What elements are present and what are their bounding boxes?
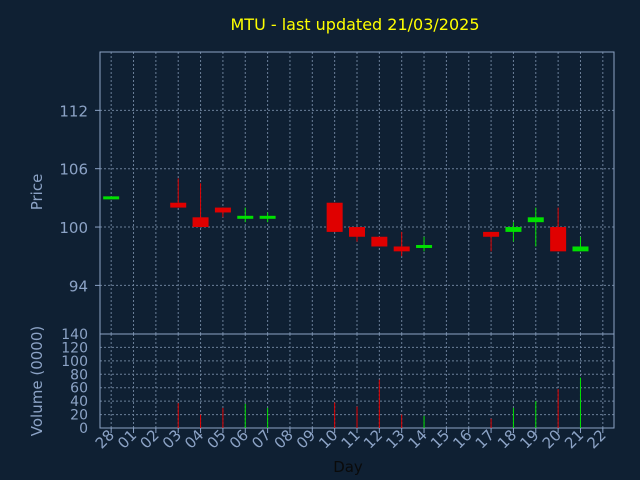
candle-body: [349, 227, 365, 237]
volume-tick-label: 20: [70, 408, 88, 424]
candle-body: [214, 207, 231, 213]
candle-body: [550, 227, 567, 252]
candle-body: [259, 215, 276, 219]
day-tick-labels: 2801020304050607080910111213141516171819…: [92, 426, 610, 452]
volume-bars: [177, 377, 581, 428]
x-axis-label: Day: [333, 458, 363, 476]
volume-tick-label: 0: [79, 421, 88, 437]
price-tick-label: 94: [69, 277, 88, 295]
price-axis-label: Price: [28, 174, 46, 211]
grid-lines: [95, 52, 614, 433]
candle-body: [483, 231, 500, 237]
volume-tick-label: 120: [61, 340, 88, 356]
price-tick-label: 106: [59, 161, 88, 179]
price-tick-label: 112: [59, 102, 88, 120]
candle-body: [326, 202, 343, 232]
candle-body: [572, 246, 589, 252]
chart-title: MTU - last updated 21/03/2025: [230, 15, 479, 34]
candlesticks: [103, 178, 589, 257]
volume-tick-label: 40: [70, 394, 88, 410]
volume-tick-label: 100: [61, 354, 88, 370]
volume-axis-label: Volume (0000): [28, 326, 46, 436]
candle-body: [103, 196, 120, 200]
candle-body: [170, 202, 187, 208]
candle-body: [527, 217, 544, 223]
candle-body: [371, 236, 388, 247]
candle-body: [505, 227, 522, 232]
volume-tick-label: 140: [61, 327, 88, 343]
candle-body: [416, 244, 433, 248]
candle-body: [237, 215, 254, 219]
candle-body: [192, 217, 209, 228]
price-tick-label: 100: [59, 219, 88, 237]
price-tick-labels: 94 100 106 112: [59, 102, 88, 295]
day-tick-label: 22: [583, 426, 609, 452]
volume-tick-label: 80: [70, 367, 88, 383]
volume-tick-label: 60: [70, 381, 88, 397]
candle-body: [393, 246, 410, 252]
